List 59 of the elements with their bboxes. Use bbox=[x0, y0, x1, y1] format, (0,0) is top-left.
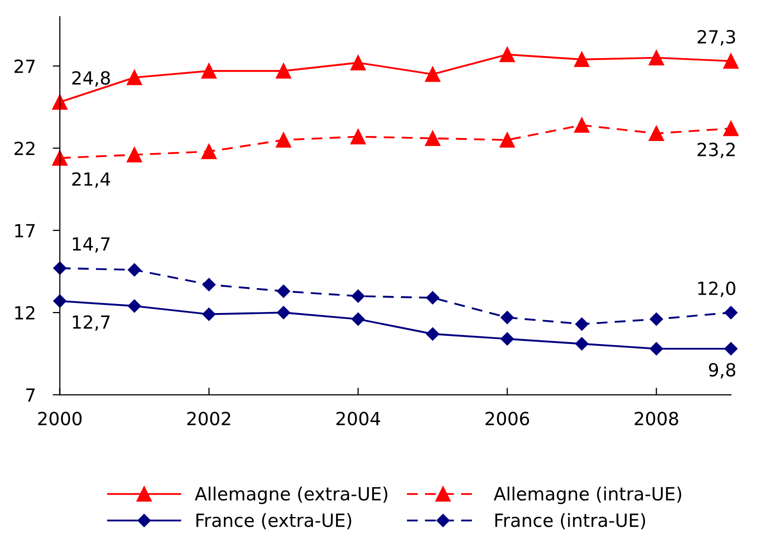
point bbox=[276, 63, 292, 79]
point bbox=[575, 317, 588, 331]
point bbox=[52, 94, 68, 110]
point bbox=[126, 147, 142, 162]
point bbox=[276, 284, 290, 298]
data-label: 24,8 bbox=[72, 71, 110, 87]
point bbox=[128, 263, 141, 276]
data-label: 14,7 bbox=[72, 237, 110, 253]
point bbox=[723, 120, 739, 136]
point bbox=[126, 70, 142, 86]
point bbox=[500, 46, 515, 62]
point bbox=[128, 299, 141, 313]
point bbox=[724, 342, 738, 356]
point bbox=[352, 312, 365, 326]
point bbox=[724, 306, 738, 320]
data-label: 12,7 bbox=[72, 315, 110, 331]
y-tick-label: 17 bbox=[15, 224, 35, 238]
y-tick-label: 12 bbox=[15, 306, 34, 320]
point bbox=[650, 312, 663, 326]
point bbox=[500, 332, 514, 346]
point bbox=[202, 308, 216, 321]
x-tick-label: 2008 bbox=[634, 412, 678, 426]
point bbox=[276, 132, 292, 148]
legend-label: Allemagne (extra-UE) bbox=[194, 486, 388, 504]
point bbox=[350, 55, 366, 70]
data-label: 12,0 bbox=[698, 282, 736, 298]
point bbox=[202, 278, 216, 292]
point bbox=[574, 118, 590, 133]
y-tick-label: 27 bbox=[14, 59, 35, 73]
point bbox=[425, 130, 440, 146]
point bbox=[426, 327, 440, 341]
data-label: 23,2 bbox=[698, 142, 735, 158]
point bbox=[574, 52, 590, 68]
y-tick-label: 7 bbox=[26, 388, 35, 402]
point bbox=[350, 129, 366, 144]
x-tick-label: 2004 bbox=[336, 412, 380, 426]
x-tick-label: 2006 bbox=[486, 412, 530, 426]
point bbox=[352, 290, 365, 303]
x-tick-label: 2000 bbox=[38, 412, 82, 426]
point bbox=[425, 66, 440, 82]
legend-label: France (extra-UE) bbox=[196, 513, 352, 530]
point bbox=[201, 144, 217, 160]
data-label: 27,3 bbox=[698, 30, 736, 46]
point bbox=[500, 132, 515, 148]
point bbox=[276, 306, 290, 320]
legend-label: Allemagne (intra-UE) bbox=[494, 486, 682, 504]
point bbox=[648, 126, 664, 142]
legend-label: France (intra-UE) bbox=[495, 513, 646, 530]
point bbox=[500, 310, 514, 324]
point bbox=[201, 63, 217, 79]
y-tick-label: 22 bbox=[14, 142, 34, 156]
data-label: 21,4 bbox=[72, 172, 110, 188]
x-tick-label: 2002 bbox=[187, 412, 230, 426]
point bbox=[426, 291, 440, 304]
data-label: 9,8 bbox=[708, 362, 736, 378]
point bbox=[575, 337, 588, 350]
point bbox=[648, 50, 664, 66]
point bbox=[650, 342, 663, 356]
point bbox=[723, 53, 739, 69]
